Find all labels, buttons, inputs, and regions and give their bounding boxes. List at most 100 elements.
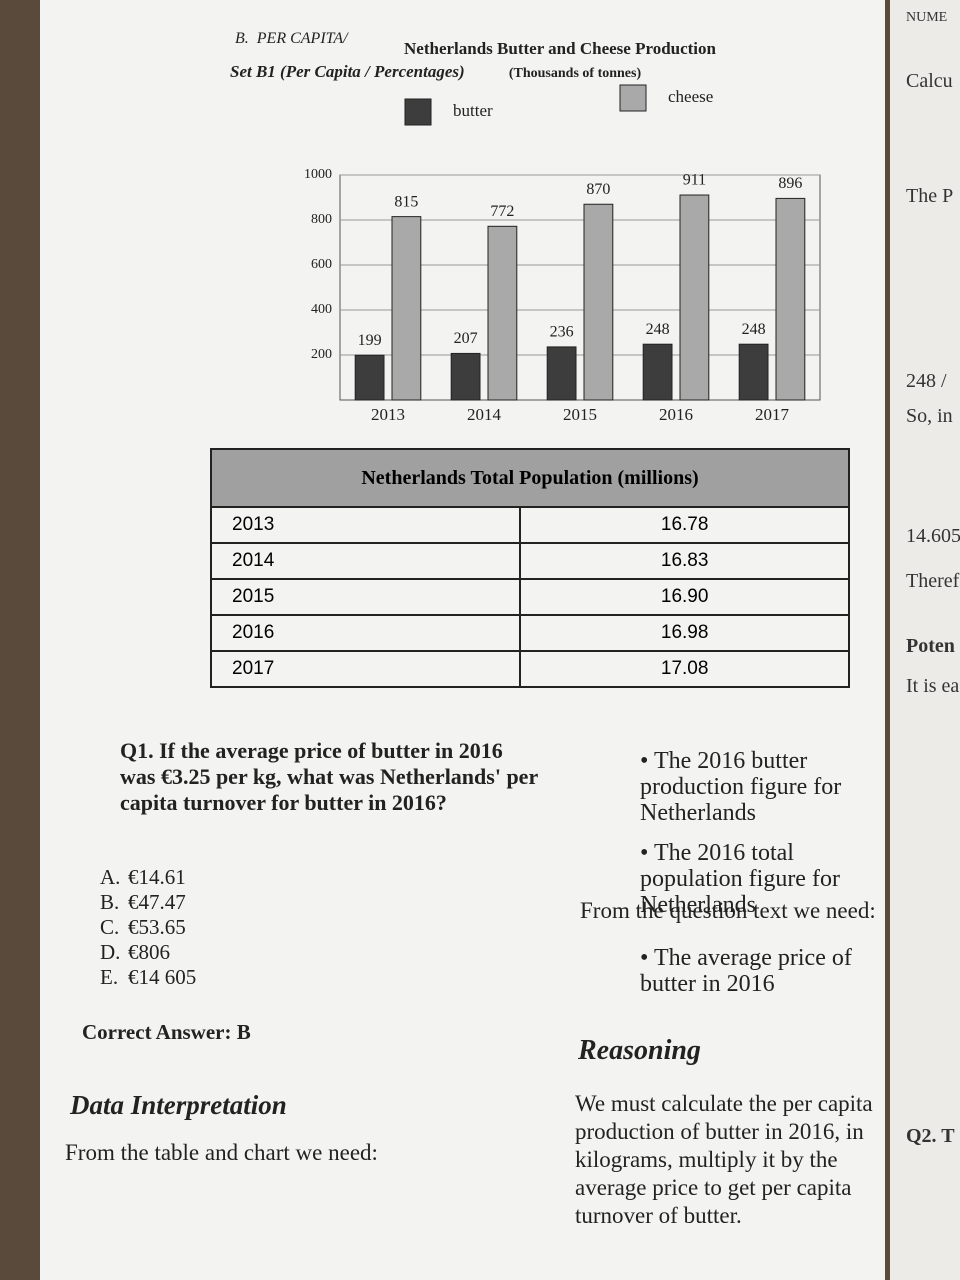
- value-label: 911: [683, 172, 706, 189]
- needs-list: • The 2016 butter production figure for …: [585, 748, 885, 918]
- section-title: PER CAPITA/: [256, 30, 348, 47]
- bar: [487, 225, 518, 401]
- bullet-text: The 2016 total population figure for Net…: [640, 840, 840, 918]
- text-fragment: 248 /: [906, 370, 947, 392]
- x-tick-label: 2014: [467, 405, 502, 424]
- bullet: • The 2016 total population figure for N…: [640, 840, 840, 918]
- x-tick-label: 2013: [371, 405, 405, 424]
- option-text: €806: [128, 940, 170, 964]
- population-table: Netherlands Total Population (millions) …: [209, 448, 850, 688]
- chart-subtitle: (Thousands of tonnes): [509, 66, 642, 81]
- next-page: NUME Calcu The P 248 / So, in 14.605 The…: [890, 0, 960, 1280]
- options: A. €14.61 B. €47.47 C. €53.65 D. €806 E. €14 605: [100, 865, 196, 990]
- reasoning: We must calculate the per capita product…: [575, 1091, 873, 1228]
- question-intro: From the question text we need:: [580, 898, 876, 923]
- y-tick-label: 600: [311, 257, 332, 272]
- value-label: 248: [742, 321, 766, 338]
- year-cell: 2016: [209, 614, 522, 652]
- population-cell: 16.78: [519, 506, 850, 544]
- year-cell: 2015: [209, 578, 522, 616]
- option: C. €53.65: [100, 915, 196, 940]
- answer: Correct Answer: B: [82, 1020, 251, 1044]
- reasoning-heading: Reasoning: [578, 1035, 701, 1066]
- option-letter: B.: [100, 890, 120, 914]
- text-fragment: Theref: [906, 570, 960, 592]
- x-tick-label: 2015: [563, 405, 597, 424]
- bullet-text: The average price of butter in 2016: [640, 945, 852, 997]
- x-tick-label: 2016: [659, 405, 693, 424]
- section: B. PER CAPITA/: [235, 30, 348, 48]
- value-label: 199: [358, 332, 382, 349]
- bar: [450, 352, 481, 401]
- value-label: 772: [490, 203, 514, 220]
- population-cell: 16.83: [519, 542, 850, 580]
- heading: Data Interpretation: [70, 1090, 287, 1120]
- value-label: 207: [454, 330, 478, 347]
- y-tick-label: 400: [311, 302, 332, 317]
- option: D. €806: [100, 940, 196, 965]
- option-text: €53.65: [128, 915, 186, 939]
- option: B. €47.47: [100, 890, 196, 915]
- legend-swatch: [619, 84, 647, 112]
- value-label: 236: [550, 324, 574, 341]
- text-fragment: Calcu: [906, 70, 953, 92]
- table-row: 2014 16.83: [209, 542, 850, 580]
- bar: [583, 203, 614, 401]
- table-row: 2017 17.08: [209, 650, 850, 688]
- bar: [775, 197, 806, 401]
- table-title: Netherlands Total Population (millions): [210, 448, 850, 508]
- option-letter: D.: [100, 940, 121, 964]
- legend-label: butter: [453, 101, 493, 120]
- year-cell: 2017: [209, 650, 522, 688]
- y-tick-label: 1000: [304, 167, 332, 182]
- population-cell: 16.90: [519, 578, 850, 616]
- question: Q1. If the average price of butter in 20…: [120, 738, 538, 815]
- text-fragment: 14.605: [906, 525, 960, 547]
- legend-swatch: [404, 98, 432, 126]
- year-cell: 2013: [209, 506, 522, 544]
- bar: [354, 354, 385, 401]
- option-text: €14.61: [128, 865, 186, 889]
- bullet-text: The 2016 butter production figure for Ne…: [640, 748, 842, 826]
- x-tick-label: 2017: [755, 405, 790, 424]
- table-row: 2015 16.90: [209, 578, 850, 616]
- table-row: 2013 16.78: [209, 506, 850, 544]
- option: E. €14 605: [100, 965, 196, 990]
- value-label: 896: [778, 175, 802, 192]
- y-tick-label: 200: [311, 347, 332, 362]
- option-text: €14 605: [128, 965, 197, 989]
- text-fragment: The P: [906, 185, 954, 207]
- population-cell: 17.08: [519, 650, 850, 688]
- text-fragment: Q2. T: [906, 1125, 955, 1147]
- section-number: B.: [235, 30, 249, 47]
- bar: [738, 343, 769, 401]
- value-label: 815: [394, 193, 418, 210]
- value-label: 248: [646, 321, 670, 338]
- table-row: 2016 16.98: [209, 614, 850, 652]
- text-fragment: So, in: [906, 405, 953, 427]
- option-text: €47.47: [128, 890, 186, 914]
- chart-title: Netherlands Butter and Cheese Production: [404, 39, 717, 58]
- bar: [679, 194, 710, 401]
- bullet: • The 2016 butter production figure for …: [640, 748, 842, 826]
- intro: From the table and chart we need:: [65, 1140, 378, 1165]
- value-label: 870: [586, 181, 610, 198]
- set-title: Set B1 (Per Capita / Percentages): [230, 62, 465, 81]
- bar: [391, 216, 422, 401]
- option-letter: E.: [100, 965, 119, 989]
- year-cell: 2014: [209, 542, 522, 580]
- option-letter: A.: [100, 865, 121, 889]
- bar: [546, 346, 577, 401]
- text-fragment: Poten: [906, 635, 955, 657]
- option: A. €14.61: [100, 865, 196, 890]
- option-letter: C.: [100, 915, 120, 939]
- bullet: • The average price of butter in 2016: [640, 945, 852, 997]
- chart: Netherlands Butter and Cheese Production…: [304, 39, 821, 424]
- y-tick-label: 800: [311, 212, 332, 227]
- header-fragment: NUME: [906, 10, 948, 25]
- population-cell: 16.98: [519, 614, 850, 652]
- legend-label: cheese: [668, 87, 713, 106]
- text-fragment: It is ea: [906, 675, 960, 697]
- bar: [642, 343, 673, 401]
